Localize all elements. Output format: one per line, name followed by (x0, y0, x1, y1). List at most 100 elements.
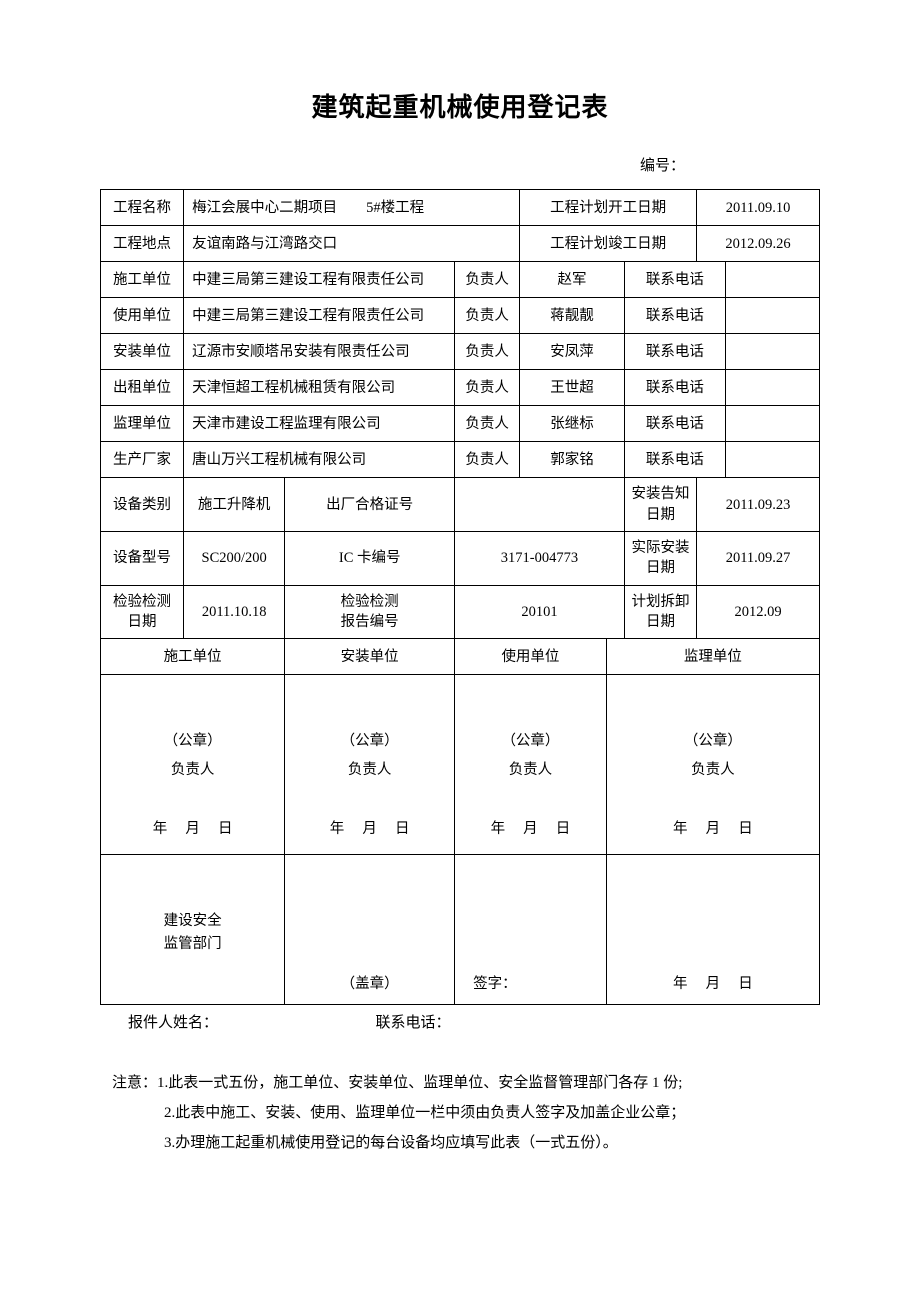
seal-text: （公章） (459, 727, 602, 756)
row-project-address: 工程地点 友谊南路与江湾路交口 工程计划竣工日期 2012.09.26 (101, 226, 820, 262)
row-install-unit: 安装单位 辽源市安顺塔吊安装有限责任公司 负责人 安凤萍 联系电话 (101, 334, 820, 370)
value-supervision-unit: 天津市建设工程监理有限公司 (184, 406, 455, 442)
value-inspection-date: 2011.10.18 (184, 585, 285, 639)
notes-line1: 1.此表一式五份，施工单位、安装单位、监理单位、安全监督管理部门各存 1 份; (157, 1075, 682, 1091)
value-supervision-person: 张继标 (520, 406, 625, 442)
value-use-person: 蒋靓靓 (520, 298, 625, 334)
row-supervision-unit: 监理单位 天津市建设工程监理有限公司 负责人 张继标 联系电话 (101, 406, 820, 442)
label-plan-start: 工程计划开工日期 (520, 190, 697, 226)
value-use-unit: 中建三局第三建设工程有限责任公司 (184, 298, 455, 334)
row-construction-unit: 施工单位 中建三局第三建设工程有限责任公司 负责人 赵军 联系电话 (101, 262, 820, 298)
seal-construction: （公章） 负责人 年 月 日 (101, 675, 285, 855)
value-inspection-report: 20101 (455, 585, 625, 639)
value-supervision-phone (726, 406, 820, 442)
value-project-name: 梅江会展中心二期项目 5#楼工程 (184, 190, 520, 226)
seal-text: （公章） (289, 727, 450, 756)
reporter-name-label: 报件人姓名： (128, 1015, 218, 1031)
contact-phone-label: 联系电话： (376, 1015, 451, 1031)
value-lease-unit: 天津恒超工程机械租赁有限公司 (184, 370, 455, 406)
value-equipment-category: 施工升降机 (184, 478, 285, 532)
label-install-notice: 安装告知 日期 (624, 478, 696, 532)
safety-sign-cell: 签字： (455, 855, 607, 1005)
header-construction: 施工单位 (101, 639, 285, 675)
reporter-row: 报件人姓名： 联系电话： (100, 1013, 820, 1034)
page-title: 建筑起重机械使用登记表 (100, 90, 820, 126)
value-construction-person: 赵军 (520, 262, 625, 298)
date-text: 年 月 日 (459, 815, 602, 844)
label-plan-removal: 计划拆卸 日期 (624, 585, 696, 639)
row-use-unit: 使用单位 中建三局第三建设工程有限责任公司 负责人 蒋靓靓 联系电话 (101, 298, 820, 334)
notes-block: 注意：1.此表一式五份，施工单位、安装单位、监理单位、安全监督管理部门各存 1 … (100, 1068, 820, 1158)
date-text: 年 月 日 (105, 815, 280, 844)
label-project-address: 工程地点 (101, 226, 184, 262)
row-manufacturer: 生产厂家 唐山万兴工程机械有限公司 负责人 郭家铭 联系电话 (101, 442, 820, 478)
label-inspection-report: 检验检测 报告编号 (285, 585, 455, 639)
label-plan-end: 工程计划竣工日期 (520, 226, 697, 262)
date-text: 年 月 日 (289, 815, 450, 844)
row-seal-headers: 施工单位 安装单位 使用单位 监理单位 (101, 639, 820, 675)
responsible-text: 负责人 (611, 756, 815, 785)
row-equipment-category: 设备类别 施工升降机 出厂合格证号 安装告知 日期 2011.09.23 (101, 478, 820, 532)
value-manufacturer: 唐山万兴工程机械有限公司 (184, 442, 455, 478)
row-safety-dept: 建设安全 监管部门 （盖章） 签字： 年 月 日 (101, 855, 820, 1005)
notes-line3: 3.办理施工起重机械使用登记的每台设备均应填写此表（一式五份）。 (112, 1128, 820, 1158)
value-project-address: 友谊南路与江湾路交口 (184, 226, 520, 262)
label-ic-card: IC 卡编号 (285, 531, 455, 585)
label-equipment-category: 设备类别 (101, 478, 184, 532)
row-seals: （公章） 负责人 年 月 日 （公章） 负责人 年 月 日 （公章） 负责人 年… (101, 675, 820, 855)
seal-supervision: （公章） 负责人 年 月 日 (606, 675, 819, 855)
date-text: 年 月 日 (611, 815, 815, 844)
value-install-notice: 2011.09.23 (697, 478, 820, 532)
responsible-text: 负责人 (105, 756, 280, 785)
label-phone: 联系电话 (624, 442, 725, 478)
row-inspection: 检验检测 日期 2011.10.18 检验检测 报告编号 20101 计划拆卸 … (101, 585, 820, 639)
label-manufacturer: 生产厂家 (101, 442, 184, 478)
value-ic-card: 3171-004773 (455, 531, 625, 585)
label-phone: 联系电话 (624, 298, 725, 334)
value-construction-unit: 中建三局第三建设工程有限责任公司 (184, 262, 455, 298)
value-manufacturer-phone (726, 442, 820, 478)
seal-text: （公章） (105, 727, 280, 756)
value-actual-install: 2011.09.27 (697, 531, 820, 585)
label-construction-unit: 施工单位 (101, 262, 184, 298)
label-supervision-unit: 监理单位 (101, 406, 184, 442)
label-actual-install: 实际安装 日期 (624, 531, 696, 585)
label-phone: 联系电话 (624, 262, 725, 298)
value-lease-phone (726, 370, 820, 406)
value-plan-start: 2011.09.10 (697, 190, 820, 226)
responsible-text: 负责人 (289, 756, 450, 785)
safety-date-cell: 年 月 日 (606, 855, 819, 1005)
label-person: 负责人 (455, 442, 520, 478)
label-use-unit: 使用单位 (101, 298, 184, 334)
official-seal-text: （盖章） (289, 974, 450, 994)
label-phone: 联系电话 (624, 334, 725, 370)
header-use: 使用单位 (455, 639, 607, 675)
value-equipment-model: SC200/200 (184, 531, 285, 585)
label-project-name: 工程名称 (101, 190, 184, 226)
seal-install: （公章） 负责人 年 月 日 (285, 675, 455, 855)
header-supervision: 监理单位 (606, 639, 819, 675)
row-lease-unit: 出租单位 天津恒超工程机械租赁有限公司 负责人 王世超 联系电话 (101, 370, 820, 406)
value-install-phone (726, 334, 820, 370)
label-inspection-date: 检验检测 日期 (101, 585, 184, 639)
value-plan-removal: 2012.09 (697, 585, 820, 639)
safety-dept-label-cell: 建设安全 监管部门 (101, 855, 285, 1005)
label-person: 负责人 (455, 406, 520, 442)
label-factory-cert: 出厂合格证号 (285, 478, 455, 532)
date-text: 年 月 日 (611, 974, 815, 994)
label-person: 负责人 (455, 262, 520, 298)
label-phone: 联系电话 (624, 370, 725, 406)
responsible-text: 负责人 (459, 756, 602, 785)
label-equipment-model: 设备型号 (101, 531, 184, 585)
notes-line2: 2.此表中施工、安装、使用、监理单位一栏中须由负责人签字及加盖企业公章； (112, 1098, 820, 1128)
row-project-name: 工程名称 梅江会展中心二期项目 5#楼工程 工程计划开工日期 2011.09.1… (101, 190, 820, 226)
serial-label: 编号： (100, 156, 820, 177)
value-install-person: 安凤萍 (520, 334, 625, 370)
label-person: 负责人 (455, 334, 520, 370)
notes-prefix: 注意： (112, 1075, 157, 1091)
label-phone: 联系电话 (624, 406, 725, 442)
seal-text: （公章） (611, 727, 815, 756)
seal-use: （公章） 负责人 年 月 日 (455, 675, 607, 855)
value-manufacturer-person: 郭家铭 (520, 442, 625, 478)
registration-table: 工程名称 梅江会展中心二期项目 5#楼工程 工程计划开工日期 2011.09.1… (100, 189, 820, 1005)
